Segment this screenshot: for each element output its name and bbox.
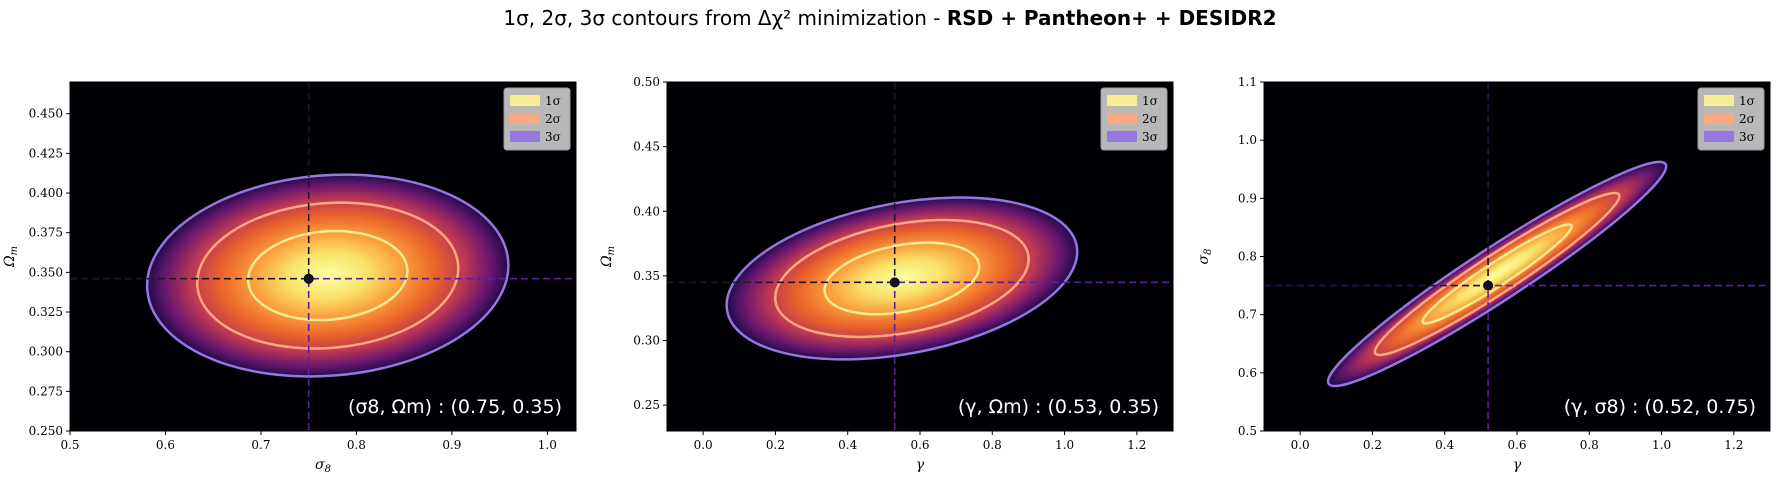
legend-label-2: 2σ (1739, 112, 1755, 126)
y-tick-label: 0.425 (29, 146, 63, 160)
x-tick-label: 1.2 (1724, 438, 1743, 452)
contour-1sigma (246, 229, 409, 322)
y-axis-label: Ωm (599, 246, 617, 268)
y-tick-label: 0.9 (1238, 191, 1257, 205)
x-tick-label: 0.6 (910, 438, 929, 452)
legend-label-1: 1σ (1142, 94, 1158, 108)
legend-label-1: 1σ (1739, 94, 1755, 108)
x-tick-label: 0.6 (156, 438, 175, 452)
best-fit-point (1483, 280, 1494, 291)
plot-area (667, 82, 1173, 431)
best-fit-annotation: (σ8, Ωm) : (0.75, 0.35) (348, 396, 562, 418)
y-tick-label: 0.45 (633, 140, 660, 154)
x-axis-label: γ (916, 457, 925, 473)
y-tick-label: 0.7 (1238, 308, 1257, 322)
contour-2sigma (773, 218, 1030, 339)
figure-title-datasets: RSD + Pantheon+ + DESIDR2 (946, 6, 1277, 30)
legend-swatch-2 (510, 113, 540, 124)
legend-swatch-2 (1107, 113, 1137, 124)
legend-swatch-2 (1704, 113, 1734, 124)
best-fit-annotation: (γ, σ8) : (0.52, 0.75) (1564, 396, 1756, 418)
density-fill (147, 174, 509, 377)
y-tick-label: 0.375 (29, 226, 63, 240)
legend-swatch-3 (510, 131, 540, 142)
y-tick-label: 0.400 (29, 186, 63, 200)
y-tick-label: 0.325 (29, 305, 63, 319)
x-tick-label: 0.8 (1580, 438, 1599, 452)
x-tick-label: 0.4 (1435, 438, 1454, 452)
y-axis-label: Ωm (2, 246, 20, 268)
figure-title: 1σ, 2σ, 3σ contours from Δχ² minimizatio… (0, 6, 1780, 30)
y-tick-label: 0.350 (29, 265, 63, 279)
y-tick-label: 0.35 (633, 269, 660, 283)
x-tick-label: 0.9 (442, 438, 461, 452)
x-tick-label: 0.4 (838, 438, 857, 452)
legend-swatch-1 (1107, 95, 1137, 106)
y-axis-label: σ8 (1196, 249, 1214, 265)
legend-swatch-3 (1704, 131, 1734, 142)
best-fit-annotation: (γ, Ωm) : (0.53, 0.35) (958, 396, 1159, 418)
plot-frame (69, 81, 577, 432)
y-tick-label: 0.50 (633, 75, 660, 89)
contour-3sigma (145, 173, 510, 378)
legend-label-3: 3σ (545, 130, 561, 144)
legend-label-3: 3σ (1142, 130, 1158, 144)
x-tick-label: 0.8 (983, 438, 1002, 452)
x-tick-label: 1.0 (1055, 438, 1074, 452)
y-tick-label: 0.250 (29, 424, 63, 438)
y-tick-label: 0.275 (29, 384, 63, 398)
density-fill (1328, 161, 1667, 386)
x-axis-label: σ8 (315, 457, 331, 475)
contour-2sigma (1373, 191, 1621, 357)
y-tick-label: 0.300 (29, 345, 63, 359)
legend: 1σ 2σ 3σ (1697, 87, 1765, 151)
y-tick-label: 0.8 (1238, 250, 1257, 264)
best-fit-point (889, 277, 900, 288)
x-tick-label: 0.8 (347, 438, 366, 452)
y-tick-label: 0.6 (1238, 366, 1257, 380)
legend-label-2: 2σ (545, 112, 561, 126)
legend: 1σ 2σ 3σ (1100, 87, 1168, 151)
y-tick-label: 0.25 (633, 398, 660, 412)
legend-label-3: 3σ (1739, 130, 1755, 144)
contour-3sigma (725, 196, 1079, 361)
x-tick-label: 0.0 (1291, 438, 1310, 452)
x-tick-label: 0.2 (766, 438, 785, 452)
panel-3: 0.0 0.2 0.4 0.6 0.8 1.0 1.2 0.5 0.6 0.7 0.8 0.9 1.0 1… (1196, 75, 1771, 473)
plot-area (1264, 82, 1770, 431)
x-tick-label: 0.7 (251, 438, 270, 452)
x-axis-label: γ (1513, 457, 1522, 473)
figure-title-prefix: 1σ, 2σ, 3σ contours from Δχ² minimizatio… (503, 6, 947, 30)
plot-area (70, 82, 576, 431)
legend-swatch-1 (1704, 95, 1734, 106)
x-tick-label: 1.0 (1652, 438, 1671, 452)
x-tick-label: 1.0 (538, 438, 557, 452)
y-tick-label: 0.5 (1238, 424, 1257, 438)
x-tick-label: 0.2 (1363, 438, 1382, 452)
contour-3sigma (1326, 160, 1668, 388)
y-tick-label: 0.450 (29, 107, 63, 121)
y-tick-label: 1.0 (1238, 133, 1257, 147)
contour-2sigma (195, 201, 460, 350)
best-fit-point (303, 273, 314, 284)
contour-1sigma (823, 241, 981, 316)
legend: 1σ 2σ 3σ (503, 87, 571, 151)
x-tick-label: 0.6 (1507, 438, 1526, 452)
x-tick-label: 0.5 (60, 438, 79, 452)
legend-label-1: 1σ (545, 94, 561, 108)
density-fill (726, 197, 1078, 360)
legend-label-2: 2σ (1142, 112, 1158, 126)
x-tick-label: 0.0 (694, 438, 713, 452)
panel-1: 0.5 0.6 0.7 0.8 0.9 1.0 0.250 0.275 0.300 0.325 0.… (2, 81, 577, 475)
y-tick-label: 1.1 (1238, 75, 1257, 89)
legend-swatch-3 (1107, 131, 1137, 142)
legend-swatch-1 (510, 95, 540, 106)
contour-1sigma (1421, 223, 1573, 325)
y-tick-label: 0.30 (633, 334, 660, 348)
panel-2: 0.0 0.2 0.4 0.6 0.8 1.0 1.2 0.25 0.30 0.35 0.40 0.4… (599, 75, 1174, 473)
x-tick-label: 1.2 (1127, 438, 1146, 452)
y-tick-label: 0.40 (633, 204, 660, 218)
